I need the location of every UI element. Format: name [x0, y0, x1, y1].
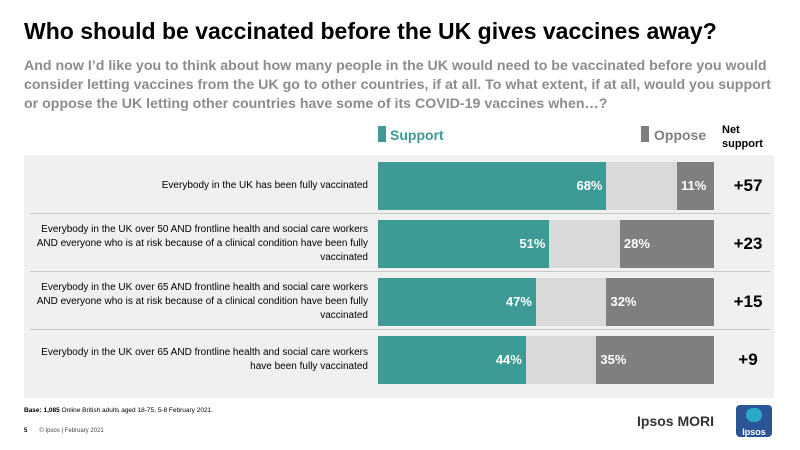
- legend-oppose-swatch: [641, 126, 649, 142]
- page-title: Who should be vaccinated before the UK g…: [24, 18, 717, 44]
- bar-neutral: [606, 162, 678, 210]
- bar-label-oppose: 11%: [681, 178, 707, 193]
- net-header-line2: support: [722, 138, 763, 150]
- page-number: 5: [24, 428, 28, 434]
- bar-neutral: [549, 220, 620, 268]
- bar-oppose: [619, 220, 714, 268]
- bar-support: [378, 336, 526, 384]
- legend-oppose-label: Oppose: [654, 127, 707, 143]
- page-subtitle: And now I’d like you to think about how …: [24, 58, 772, 112]
- bar-support: [378, 220, 550, 268]
- net-support-value: +57: [733, 176, 763, 195]
- bar-oppose: [596, 336, 714, 384]
- row-label: Everybody in the UK over 65 AND frontlin…: [36, 282, 368, 321]
- base-note-bold: Base: 1,085: [24, 407, 60, 414]
- row-label: Everybody in the UK has been fully vacci…: [161, 180, 368, 191]
- ipsos-mori-logo-text: Ipsos MORI: [637, 413, 715, 429]
- row-separator: [30, 329, 770, 330]
- bar-oppose: [606, 278, 714, 326]
- net-support-value: +15: [733, 292, 763, 311]
- ipsos-logo-badge-text: Ipsos: [742, 427, 766, 437]
- base-note: Base: 1,085 Online British adults aged 1…: [24, 407, 213, 414]
- net-header-line1: Net: [722, 124, 740, 136]
- row-label: Everybody in the UK over 65 AND frontlin…: [41, 347, 368, 372]
- bar-neutral: [525, 336, 597, 384]
- bar-label-support: 44%: [495, 352, 522, 367]
- bar-label-oppose: 35%: [600, 352, 627, 367]
- base-note-text: Online British adults aged 18-75, 5-8 Fe…: [59, 407, 213, 414]
- net-support-value: +9: [738, 350, 758, 369]
- bar-label-support: 47%: [505, 294, 532, 309]
- bar-label-support: 68%: [576, 178, 603, 193]
- net-support-value: +23: [733, 234, 763, 253]
- footer: 5 © Ipsos | February 2021: [24, 428, 104, 434]
- row-separator: [30, 271, 770, 272]
- legend-support-label: Support: [390, 127, 444, 143]
- bar-neutral: [535, 278, 607, 326]
- row-label: Everybody in the UK over 50 AND frontlin…: [36, 224, 368, 263]
- ipsos-logo-badge: Ipsos: [736, 405, 772, 437]
- bar-label-oppose: 32%: [610, 294, 637, 309]
- ipsos-logo-icon: [746, 408, 762, 422]
- legend-support-swatch: [378, 126, 386, 142]
- bar-label-support: 51%: [519, 236, 546, 251]
- bar-support: [378, 278, 536, 326]
- bar-support: [378, 162, 607, 210]
- bar-oppose: [677, 162, 714, 210]
- copyright-text: © Ipsos | February 2021: [39, 428, 104, 434]
- bar-label-oppose: 28%: [623, 236, 650, 251]
- net-support-header: Net support: [722, 123, 792, 151]
- row-separator: [30, 213, 770, 214]
